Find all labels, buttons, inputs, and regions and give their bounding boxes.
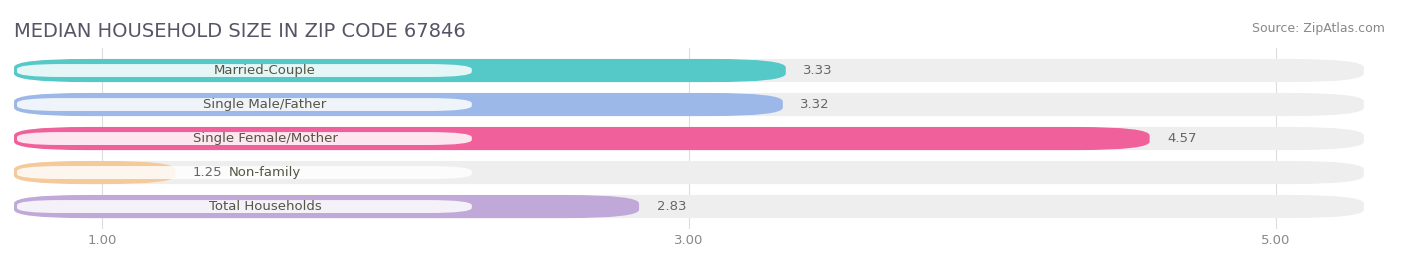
FancyBboxPatch shape [14,59,1364,82]
FancyBboxPatch shape [14,59,786,82]
FancyBboxPatch shape [14,195,1364,218]
Text: Single Female/Mother: Single Female/Mother [193,132,337,145]
FancyBboxPatch shape [14,161,176,184]
Text: 4.57: 4.57 [1167,132,1197,145]
FancyBboxPatch shape [14,161,1364,184]
FancyBboxPatch shape [14,93,1364,116]
FancyBboxPatch shape [17,200,472,213]
Text: 3.33: 3.33 [803,64,832,77]
FancyBboxPatch shape [14,195,640,218]
FancyBboxPatch shape [17,98,472,111]
Text: MEDIAN HOUSEHOLD SIZE IN ZIP CODE 67846: MEDIAN HOUSEHOLD SIZE IN ZIP CODE 67846 [14,22,465,41]
Text: Married-Couple: Married-Couple [214,64,316,77]
FancyBboxPatch shape [14,127,1150,150]
FancyBboxPatch shape [17,132,472,145]
Text: 2.83: 2.83 [657,200,686,213]
Text: 3.32: 3.32 [800,98,830,111]
Text: 1.25: 1.25 [193,166,222,179]
Text: Source: ZipAtlas.com: Source: ZipAtlas.com [1251,22,1385,34]
Text: Single Male/Father: Single Male/Father [204,98,326,111]
FancyBboxPatch shape [14,127,1364,150]
FancyBboxPatch shape [14,93,783,116]
Text: Total Households: Total Households [208,200,322,213]
FancyBboxPatch shape [17,166,472,179]
FancyBboxPatch shape [17,64,472,77]
Text: Non-family: Non-family [229,166,301,179]
